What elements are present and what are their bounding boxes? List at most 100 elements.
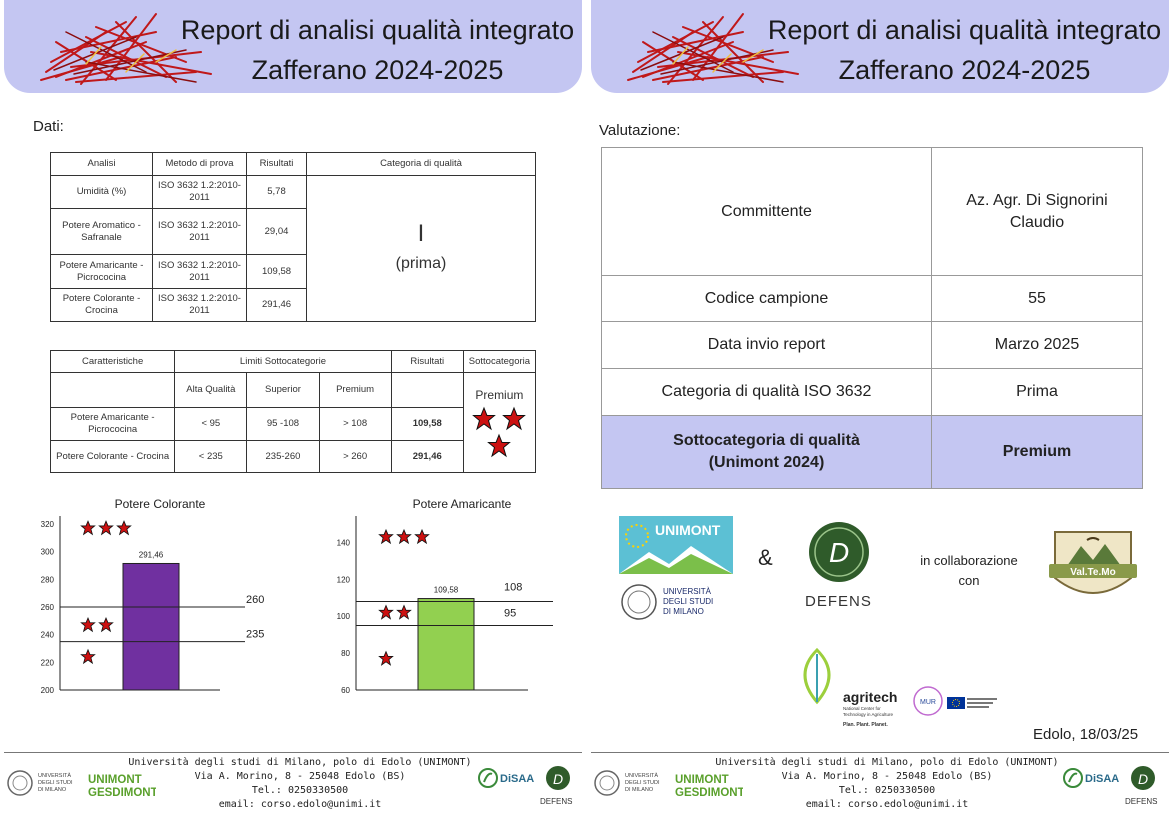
footer-divider — [591, 752, 1169, 753]
title-line-2: Zafferano 2024-2025 — [251, 55, 504, 85]
defens-icon — [546, 766, 570, 790]
saffron-image — [40, 13, 212, 85]
defens-logo: D DEFENS — [805, 522, 871, 610]
report-title: Report di analisi qualità integrato Zaff… — [180, 10, 575, 90]
y-tick-label: 140 — [337, 538, 351, 547]
cell-alta: < 95 — [174, 407, 248, 441]
footer-unimi-unimont-logo: UNIVERSITÀ DEGLI STUDI DI MILANO UNIMONT… — [594, 770, 743, 799]
table-row: Codice campione 55 — [601, 275, 1143, 322]
footer-disaa-defens-logo: DiSAA D DEFENS — [1063, 766, 1157, 806]
header-risultati: Risultati — [246, 152, 307, 176]
empty-cell — [49, 372, 176, 408]
category-sub: (prima) — [395, 254, 447, 272]
footer-unimi-text-1: UNIVERSITÀ — [625, 772, 658, 779]
star-icon — [378, 650, 394, 666]
cell-premium: > 260 — [318, 440, 392, 473]
valtemo-text: Val.Te.Mo — [1070, 567, 1115, 578]
threshold-label: 108 — [504, 581, 522, 593]
row-label: Sottocategoria di qualità (Unimont 2024) — [601, 415, 932, 489]
star-icon — [98, 520, 114, 536]
star-icon — [487, 433, 512, 458]
threshold-label: 235 — [246, 629, 264, 641]
report-title: Report di analisi qualità integrato Zaff… — [767, 10, 1162, 90]
y-tick-label: 120 — [337, 575, 351, 584]
footer-unimi-text-3: DI MILANO — [38, 787, 67, 793]
footer-unimont-text: UNIMONT — [88, 774, 142, 786]
footer-address: Università degli studi di Milano, polo d… — [110, 756, 490, 812]
y-tick-label: 60 — [341, 686, 350, 695]
collab-line-1: in collaborazione — [920, 553, 1018, 568]
footer-unimont-text: UNIMONT — [675, 774, 729, 786]
cell-risultato: 109,58 — [390, 407, 464, 441]
y-tick-label: 300 — [41, 548, 55, 557]
header-caratteristiche: Caratteristiche — [49, 350, 176, 373]
title-line-1: Report di analisi qualità integrato — [767, 15, 1162, 45]
row-label: Codice campione — [601, 275, 932, 322]
star-icon — [98, 616, 114, 633]
defens-icon — [809, 522, 869, 582]
header-sottocategoria: Sottocategoria — [462, 350, 537, 373]
bar-value-label: 291,46 — [139, 550, 164, 559]
cell-metodo: ISO 3632 1.2:2010-2011 — [152, 254, 247, 289]
disaa-icon — [1063, 768, 1083, 788]
cell-metodo: ISO 3632 1.2:2010-2011 — [152, 208, 247, 255]
footer-unimi-text-2: DEGLI STUDI — [625, 780, 660, 786]
threshold-label: 95 — [504, 607, 516, 619]
table-row: Umidità (%) ISO 3632 1.2:2010-2011 5,78 … — [50, 175, 536, 322]
footer-divider — [4, 752, 582, 753]
empty-cell — [390, 372, 464, 408]
header-categoria: Categoria di qualità — [306, 152, 536, 176]
star-icon — [378, 528, 394, 545]
bar-value-label: 109,58 — [434, 586, 459, 595]
cell-analisi: Potere Aromatico - Safranale — [50, 208, 153, 255]
bar — [417, 598, 475, 691]
y-tick-label: 80 — [341, 649, 350, 658]
cell-caratteristica: Potere Amaricante - Picrococina — [49, 407, 176, 441]
row-value: Premium — [931, 415, 1143, 489]
star-icon — [396, 528, 412, 545]
valutazione-label: Valutazione: — [599, 122, 681, 139]
subheader-alta: Alta Qualità — [174, 372, 248, 408]
svg-text:D: D — [1138, 771, 1148, 787]
y-tick-label: 200 — [41, 686, 55, 695]
y-tick-label: 320 — [41, 520, 55, 529]
y-tick-label: 280 — [41, 575, 55, 584]
agritech-text: agritech — [843, 689, 897, 705]
eu-flag-icon — [947, 697, 965, 709]
analysis-table: Analisi Metodo di prova Risultati Catego… — [50, 152, 536, 322]
star-icon — [116, 520, 132, 536]
three-star-icon — [472, 406, 527, 458]
footer-line-1: Università degli studi di Milano, polo d… — [715, 757, 1059, 768]
unimont-unimi-logo: UNIMONT UNIVERSITÀ DEGLI STUDI DI MILANO — [619, 516, 733, 620]
unimi-seal-icon — [594, 770, 620, 796]
star-icon — [502, 406, 527, 431]
threshold-label: 260 — [246, 594, 264, 606]
right-page: Report di analisi qualità integrato Zaff… — [587, 0, 1170, 822]
footer-line-3: Tel.: 0250330500 — [838, 785, 936, 796]
header-banner: Report di analisi qualità integrato Zaff… — [4, 0, 582, 93]
star-icon — [414, 528, 430, 545]
footer-disaa-text: DiSAA — [1085, 773, 1119, 785]
unimont-text: UNIMONT — [655, 522, 721, 538]
table-row: Potere Colorante - Crocina ISO 3632 1.2:… — [50, 288, 536, 322]
ampersand: & — [758, 545, 773, 570]
place-date: Edolo, 18/03/25 — [1033, 726, 1139, 743]
chart-potere-colorante: Potere Colorante 200 220 240 260 280 300 320 291… — [41, 497, 265, 695]
header-analisi: Analisi — [50, 152, 153, 176]
star-icon — [378, 604, 394, 620]
footer-line-3: Tel.: 0250330500 — [251, 785, 349, 796]
star-icon — [80, 648, 96, 665]
cell-risultato: 5,78 — [246, 175, 307, 209]
cell-analisi: Potere Amaricante - Picrococina — [50, 254, 153, 289]
footer-unimi-text-3: DI MILANO — [625, 787, 654, 793]
subcategory-value: Premium — [475, 388, 524, 402]
collab-line-2: con — [958, 573, 980, 588]
row-value: Prima — [931, 368, 1143, 416]
footer-gesdimont-text: GESDIMONT — [675, 787, 743, 799]
table-row: Potere Amaricante - Picrococina < 95 95 … — [49, 407, 536, 441]
mur-text: MUR — [920, 699, 936, 706]
valtemo-logo: Val.Te.Mo — [1049, 531, 1137, 594]
cell-analisi: Potere Colorante - Crocina — [50, 288, 153, 322]
star-icon — [80, 520, 96, 536]
table-row: Potere Amaricante - Picrococina ISO 3632… — [50, 254, 536, 289]
